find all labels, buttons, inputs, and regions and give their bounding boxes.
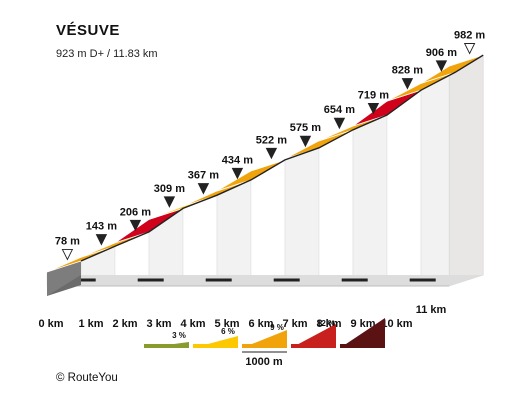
km-marker: [265, 147, 278, 160]
profile-base-floor: [47, 275, 484, 286]
x-tick-label: 4 km: [180, 318, 205, 330]
elevation-label: 828 m: [392, 65, 423, 77]
legend-label: 3 %: [172, 331, 186, 340]
legend-swatch: [242, 330, 287, 348]
km-marker: [435, 60, 448, 72]
legend-swatch-base: [144, 344, 189, 348]
x-tick-label: 3 km: [146, 318, 171, 330]
km-marker: [299, 135, 312, 148]
profile-end-cap: [448, 54, 484, 287]
elevation-label: 654 m: [324, 104, 355, 116]
profile-wall-segment: [318, 125, 354, 287]
x-tick-label: 7 km: [282, 318, 307, 330]
elevation-label: 434 m: [222, 154, 253, 166]
km-marker: [333, 117, 346, 130]
km-marker: [367, 102, 380, 115]
chart-subtitle: 923 m D+ / 11.83 km: [56, 48, 158, 60]
profile-wall-segment: [284, 140, 320, 287]
elevation-label: 719 m: [358, 89, 389, 101]
profile-wall-segment: [352, 100, 388, 287]
endpoint-marker: [463, 43, 476, 55]
legend-swatch-base: [193, 344, 238, 348]
km-marker: [231, 167, 244, 180]
x-tick-label: 5 km: [214, 318, 239, 330]
km-marker: [95, 234, 108, 246]
legend-scale-label: 1000 m: [245, 356, 283, 368]
legend-label: 12 %: [317, 319, 335, 328]
profile-wall-segment: [420, 65, 450, 287]
x-tick-label: 11 km: [416, 304, 447, 316]
km-marker: [197, 183, 210, 195]
elevation-label: 206 m: [120, 206, 151, 218]
endpoint-marker: [61, 248, 74, 261]
elevation-label: 143 m: [86, 221, 117, 233]
elevation-label: 982 m: [454, 30, 485, 42]
profile-wall-segment: [386, 82, 422, 287]
elevation-label: 575 m: [290, 122, 321, 134]
x-tick-label: 0 km: [38, 318, 63, 330]
chart-title: VÉSUVE: [56, 22, 120, 39]
elevation-label: 309 m: [154, 183, 185, 195]
x-tick-label: 1 km: [78, 318, 103, 330]
km-marker: [129, 219, 142, 232]
legend-swatch: [340, 318, 385, 348]
km-marker: [163, 196, 176, 208]
profile-ridge-line: [80, 54, 484, 262]
legend-label: 9 %: [270, 323, 284, 332]
elevation-label: 367 m: [188, 170, 219, 182]
legend-swatch-base: [340, 344, 385, 348]
legend-swatch-base: [242, 344, 287, 348]
elevation-label: 906 m: [426, 47, 457, 59]
km-marker: [401, 78, 414, 90]
elevation-label: 78 m: [55, 235, 80, 247]
x-tick-label: 2 km: [112, 318, 137, 330]
profile-start-face: [47, 261, 81, 296]
profile-wall-segment: [250, 158, 286, 287]
elevation-label: 522 m: [256, 134, 287, 146]
x-tick-label: 6 km: [248, 318, 273, 330]
legend-swatch: [291, 324, 336, 348]
legend-label: 6 %: [221, 327, 235, 336]
credit-text: © RouteYou: [56, 372, 118, 384]
legend-swatch-base: [291, 344, 336, 348]
x-tick-label: 10 km: [381, 318, 412, 330]
x-tick-label: 9 km: [350, 318, 375, 330]
